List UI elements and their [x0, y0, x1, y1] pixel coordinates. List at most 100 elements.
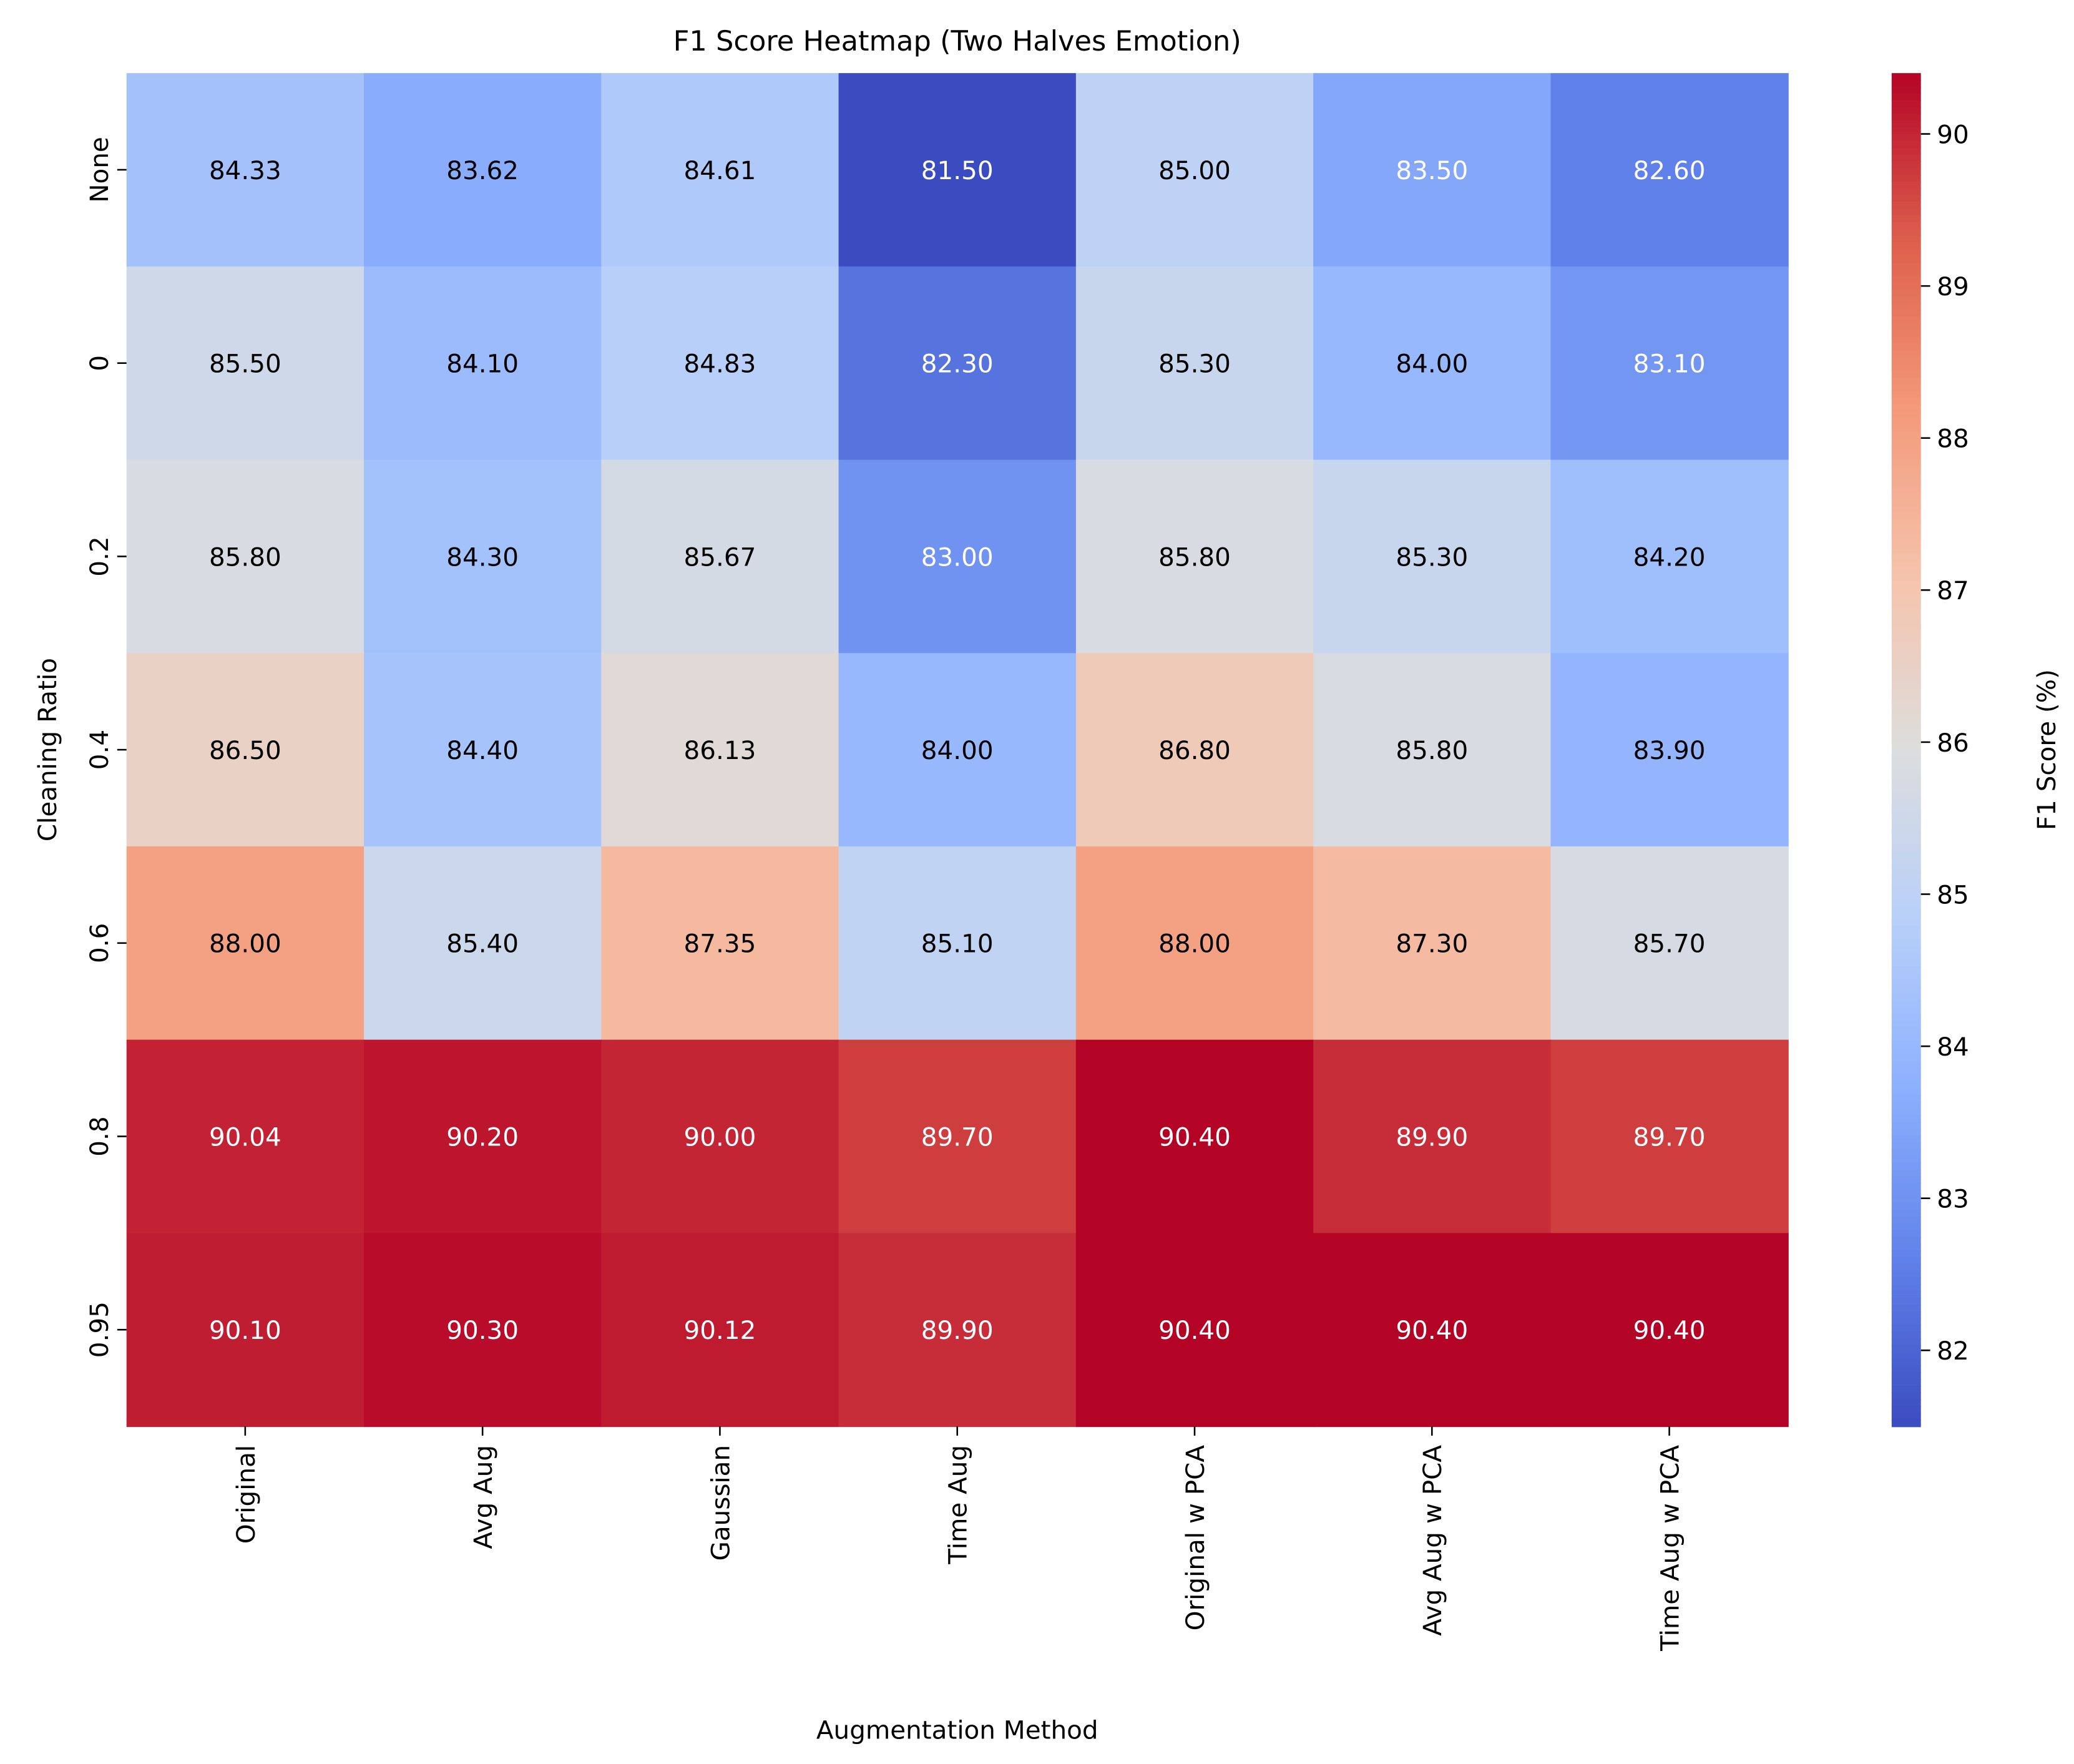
x-tick-label: Time Aug [943, 1445, 973, 1565]
colorbar-segment [1891, 1250, 1921, 1258]
colorbar-segment [1891, 458, 1921, 467]
colorbar-segment [1891, 1203, 1921, 1211]
cell-value-label: 81.50 [921, 155, 994, 185]
cell-value-label: 87.30 [1396, 929, 1468, 959]
x-axis-label: Augmentation Method [816, 1715, 1098, 1745]
x-axis-ticks: Original Avg Aug Gaussian Time Aug Original … [231, 1426, 1685, 1652]
cell-value-label: 85.30 [1396, 542, 1468, 572]
colorbar-segment [1891, 614, 1921, 622]
colorbar-segment [1891, 499, 1921, 507]
colorbar-segment [1891, 1074, 1921, 1082]
colorbar-segment [1891, 865, 1921, 873]
colorbar-segment [1891, 1054, 1921, 1062]
colorbar-segment [1891, 1115, 1921, 1123]
colorbar-segment [1891, 1067, 1921, 1076]
colorbar-segment [1891, 993, 1921, 1001]
colorbar-segment [1891, 1142, 1921, 1150]
colorbar-segment [1891, 756, 1921, 765]
heatmap-cell [838, 73, 1077, 267]
colorbar-segment [1891, 486, 1921, 494]
colorbar-segment [1891, 1243, 1921, 1252]
colorbar-segment [1891, 134, 1921, 142]
colorbar-segment [1891, 195, 1921, 203]
heatmap-cell [1075, 73, 1314, 267]
heatmap-cell [1550, 459, 1789, 654]
colorbar-segment [1891, 424, 1921, 433]
colorbar-segment [1891, 736, 1921, 744]
colorbar-segment [1891, 1365, 1921, 1373]
y-axis-label: Cleaning Ratio [32, 658, 62, 841]
colorbar-segment [1891, 1122, 1921, 1130]
heatmap-cell [601, 653, 839, 848]
y-tick-label: None [84, 137, 114, 203]
colorbar-segment [1891, 391, 1921, 399]
colorbar-segment [1891, 1406, 1921, 1414]
colorbar-segment [1891, 567, 1921, 575]
colorbar-segment [1891, 682, 1921, 690]
colorbar-segment [1891, 1230, 1921, 1238]
heatmap-cell [364, 459, 602, 654]
colorbar-segment [1891, 1338, 1921, 1346]
heatmap-cell [838, 846, 1077, 1041]
colorbar-segment [1891, 1304, 1921, 1313]
cell-value-label: 89.90 [921, 1315, 994, 1345]
heatmap-cell [1075, 846, 1314, 1041]
colorbar-segment [1891, 323, 1921, 331]
colorbar-segment [1891, 1101, 1921, 1109]
colorbar-segment [1891, 398, 1921, 406]
colorbar-segment [1891, 512, 1921, 521]
colorbar-segment [1891, 1041, 1921, 1049]
heatmap-cell [1550, 1233, 1789, 1428]
colorbar-segment [1891, 1081, 1921, 1089]
heatmap-cell [838, 1039, 1077, 1234]
colorbar-segment [1891, 526, 1921, 534]
colorbar-segment [1891, 1270, 1921, 1278]
y-tick-label: 0.95 [84, 1301, 114, 1358]
colorbar-segment [1891, 675, 1921, 683]
colorbar-segment [1891, 1413, 1921, 1421]
colorbar-segment [1891, 283, 1921, 291]
colorbar-segment [1891, 107, 1921, 115]
colorbar-segment [1891, 1135, 1921, 1144]
colorbar-segment [1891, 587, 1921, 595]
colorbar-segment [1891, 803, 1921, 811]
cell-value-label: 83.50 [1396, 155, 1468, 185]
colorbar-segment [1891, 222, 1921, 230]
colorbar-tick-label: 84 [1937, 1032, 1969, 1062]
colorbar-segment [1891, 912, 1921, 920]
colorbar-segment [1891, 336, 1921, 345]
colorbar-segment [1891, 371, 1921, 379]
cell-value-label: 85.00 [1158, 155, 1231, 185]
colorbar-segment [1891, 695, 1921, 703]
colorbar-segment [1891, 607, 1921, 615]
colorbar-segment [1891, 959, 1921, 968]
colorbar-segment [1891, 228, 1921, 237]
colorbar-segment [1891, 871, 1921, 880]
colorbar-segment [1891, 465, 1921, 473]
colorbar-segment [1891, 594, 1921, 602]
colorbar-segment [1891, 540, 1921, 548]
heatmap-cell [1075, 653, 1314, 848]
y-tick-label: 0 [84, 355, 114, 371]
colorbar-segment [1891, 276, 1921, 284]
colorbar-segment [1891, 235, 1921, 243]
colorbar-segment [1891, 810, 1921, 818]
heatmap-cell [838, 459, 1077, 654]
colorbar-segment [1891, 770, 1921, 778]
cell-value-label: 89.70 [921, 1122, 994, 1152]
colorbar-segment [1891, 79, 1921, 88]
colorbar-segment [1891, 546, 1921, 555]
colorbar-segment [1891, 763, 1921, 771]
heatmap-cell [1313, 459, 1552, 654]
colorbar-segment [1891, 581, 1921, 589]
cell-value-label: 84.20 [1633, 542, 1706, 572]
heatmap-cell [601, 846, 839, 1041]
heatmap-cell [1075, 1233, 1314, 1428]
colorbar-segment [1891, 506, 1921, 514]
colorbar-tick-label: 83 [1937, 1184, 1969, 1214]
colorbar-segment [1891, 898, 1921, 906]
colorbar-segment [1891, 662, 1921, 670]
heatmap-cell [126, 846, 365, 1041]
colorbar-segment [1891, 973, 1921, 981]
